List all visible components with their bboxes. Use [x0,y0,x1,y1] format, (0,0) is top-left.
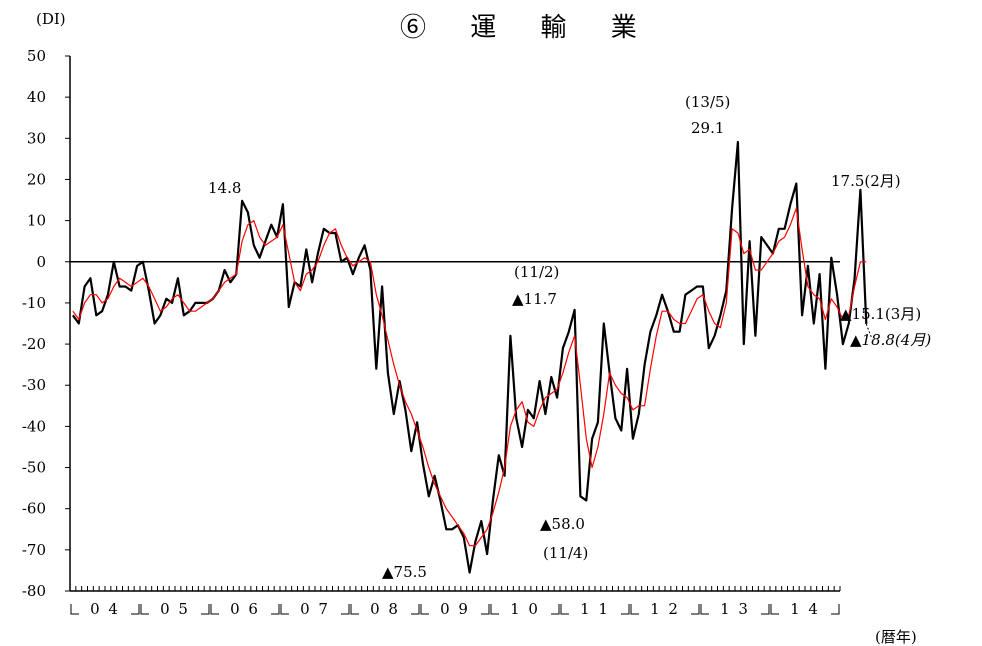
y-tick-label: 0 [36,253,46,271]
x-bracket-right [831,604,840,615]
x-bracket-right [131,604,140,615]
x-year-label: 0 6 [230,600,260,618]
y-tick-label: -60 [22,500,46,518]
x-bracket-right [341,604,350,615]
x-bracket-left [140,604,149,615]
annotation-date-11-2: (11/2) [514,263,559,281]
annotation-date-13-5: (13/5) [685,93,730,111]
x-bracket-left [420,604,429,615]
x-bracket-left [280,604,289,615]
y-tick-label: 40 [27,88,46,106]
chart-title: ⑥ 運 輸 業 [400,13,655,43]
annotation-mar: ▲15.1(3月) [840,305,921,323]
series-line-trend [72,207,867,547]
x-bracket-left [770,604,779,615]
y-axis-label: (DI) [36,10,66,28]
series-line-actual [72,140,868,574]
y-tick-label: 10 [27,212,46,230]
x-bracket-right [271,604,280,615]
x-bracket-left [700,604,709,615]
series-lines [72,140,873,574]
x-year-label: 0 5 [160,600,190,618]
annotation-apr-forecast: ▲18.8(4月) [850,331,931,349]
x-year-label: 1 2 [650,600,680,618]
x-year-label: 1 4 [790,600,820,618]
annotation-trough-2009: ▲75.5 [382,563,427,581]
x-bracket-left [70,604,79,615]
y-tick-label: -40 [22,417,46,435]
x-year-label: 0 4 [90,600,120,618]
x-bracket-right [201,604,210,615]
x-bracket-right [481,604,490,615]
series-forecast-line [865,323,873,340]
annotation-value-11-4: ▲58.0 [540,515,585,533]
y-tick-label: 30 [27,129,46,147]
x-bracket-left [560,604,569,615]
y-tick-label: 20 [27,170,46,188]
x-year-label: 0 8 [370,600,400,618]
y-axis-ticks: 50 40 30 20 10 0 -10 -20 -30 -40 -50 -60 -70 -80 [22,47,70,600]
y-tick-label: 50 [27,47,46,65]
y-tick-label: -20 [22,335,46,353]
x-bracket-right [411,604,420,615]
x-bracket-right [691,604,700,615]
y-tick-label: -30 [22,376,46,394]
x-year-label: 0 7 [300,600,330,618]
x-axis-ticks: 0 4 0 5 0 6 0 7 0 8 0 9 1 0 1 1 1 2 1 3 1 4 [70,600,840,618]
x-bracket-right [621,604,630,615]
x-bracket-left [350,604,359,615]
x-bracket-left [210,604,219,615]
x-bracket-left [630,604,639,615]
y-tick-label: -50 [22,459,46,477]
x-year-label: 1 3 [720,600,750,618]
axes [69,56,841,592]
annotation-peak-2013: 29.1 [691,119,724,137]
annotation-date-11-4: (11/4) [543,544,588,562]
x-axis-label: (暦年) [875,628,917,646]
x-year-label: 0 9 [440,600,470,618]
annotation-feb: 17.5(2月) [831,172,901,190]
y-tick-label: -10 [22,294,46,312]
annotation-value-11-2: ▲11.7 [512,290,557,308]
x-bracket-left [490,604,499,615]
annotation-peak-2006: 14.8 [208,179,241,197]
x-bracket-right [551,604,560,615]
y-tick-label: -80 [22,582,46,600]
y-tick-label: -70 [22,541,46,559]
x-bracket-right [761,604,770,615]
x-year-label: 1 0 [510,600,540,618]
x-year-label: 1 1 [580,600,610,618]
